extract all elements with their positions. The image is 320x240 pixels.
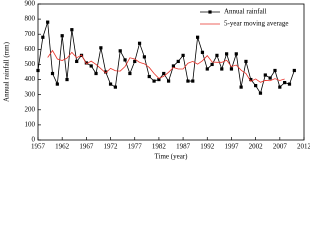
point xyxy=(225,52,229,56)
point xyxy=(287,82,292,86)
point xyxy=(94,71,98,76)
point xyxy=(108,82,113,86)
point xyxy=(254,84,258,88)
legend-label: 5-year moving average xyxy=(224,20,289,28)
page: {"chart_data": {"type": "line", "x_label… xyxy=(2,0,312,161)
point xyxy=(258,91,263,95)
point xyxy=(99,46,103,50)
point xyxy=(118,49,122,53)
legend-label: Annual rainfall xyxy=(224,8,267,16)
y-tick-label: 200 xyxy=(25,105,36,113)
y-tick-label: 100 xyxy=(25,120,36,128)
point xyxy=(70,28,74,32)
y-tick-label: 300 xyxy=(25,90,36,98)
point xyxy=(186,79,190,83)
point xyxy=(200,50,205,54)
point xyxy=(147,74,151,79)
x-axis-title: Time (year) xyxy=(155,153,189,161)
point xyxy=(292,68,296,73)
point xyxy=(137,41,142,45)
point xyxy=(142,55,146,59)
point xyxy=(229,67,234,71)
y-tick-label: 900 xyxy=(25,0,36,8)
point xyxy=(157,77,161,82)
chart: Time (year) Annual rainfall (mm) 0 100 200… xyxy=(3,0,312,161)
point xyxy=(166,79,171,83)
point xyxy=(244,59,248,64)
x-tick-label: 2002 xyxy=(249,143,264,151)
y-axis-title: Annual rainfall (mm) xyxy=(3,41,11,102)
point xyxy=(278,85,282,89)
y-tick-label: 0 xyxy=(32,136,36,144)
point xyxy=(215,53,219,57)
point xyxy=(171,64,176,68)
point xyxy=(50,71,55,76)
point xyxy=(60,34,64,38)
point xyxy=(162,71,166,76)
series-line xyxy=(47,49,285,83)
y-tick-label: 800 xyxy=(25,15,36,23)
point xyxy=(75,59,79,64)
x-tick-label: 1957 xyxy=(31,143,46,151)
point xyxy=(55,82,59,86)
point xyxy=(249,77,253,82)
x-tick-label: 1962 xyxy=(55,143,70,151)
point xyxy=(220,67,224,71)
point xyxy=(283,80,287,85)
x-tick-label: 1972 xyxy=(104,143,119,151)
point xyxy=(123,58,127,62)
point xyxy=(128,71,132,76)
x-tick-label: 1977 xyxy=(128,143,143,151)
point xyxy=(181,53,185,57)
point xyxy=(263,73,267,77)
x-tick-label: 2007 xyxy=(273,143,288,151)
point xyxy=(196,35,200,39)
x-tick-label: 1982 xyxy=(152,143,167,151)
point xyxy=(268,76,272,80)
point xyxy=(89,64,93,68)
point xyxy=(113,85,117,89)
point xyxy=(84,61,88,65)
x-tick-label: 1987 xyxy=(176,143,191,151)
point xyxy=(152,79,156,83)
y-tick-label: 600 xyxy=(25,45,36,53)
point xyxy=(46,20,50,24)
point xyxy=(176,59,180,64)
x-tick-label: 1967 xyxy=(79,143,94,151)
point xyxy=(210,62,214,67)
point xyxy=(239,85,243,89)
y-tick-label: 400 xyxy=(25,75,36,83)
point xyxy=(41,35,45,39)
point xyxy=(273,68,277,73)
x-tick-label: 1997 xyxy=(224,143,239,151)
point xyxy=(65,77,69,82)
point xyxy=(205,67,209,71)
point xyxy=(104,70,108,74)
x-tick-label: 2012 xyxy=(297,143,310,151)
legend-marker xyxy=(208,10,212,14)
point xyxy=(234,52,238,56)
x-tick-label: 1992 xyxy=(200,143,215,151)
y-tick-label: 500 xyxy=(25,60,36,68)
point xyxy=(191,79,195,83)
y-tick-label: 700 xyxy=(25,30,36,38)
point xyxy=(133,59,137,64)
point xyxy=(36,68,40,73)
